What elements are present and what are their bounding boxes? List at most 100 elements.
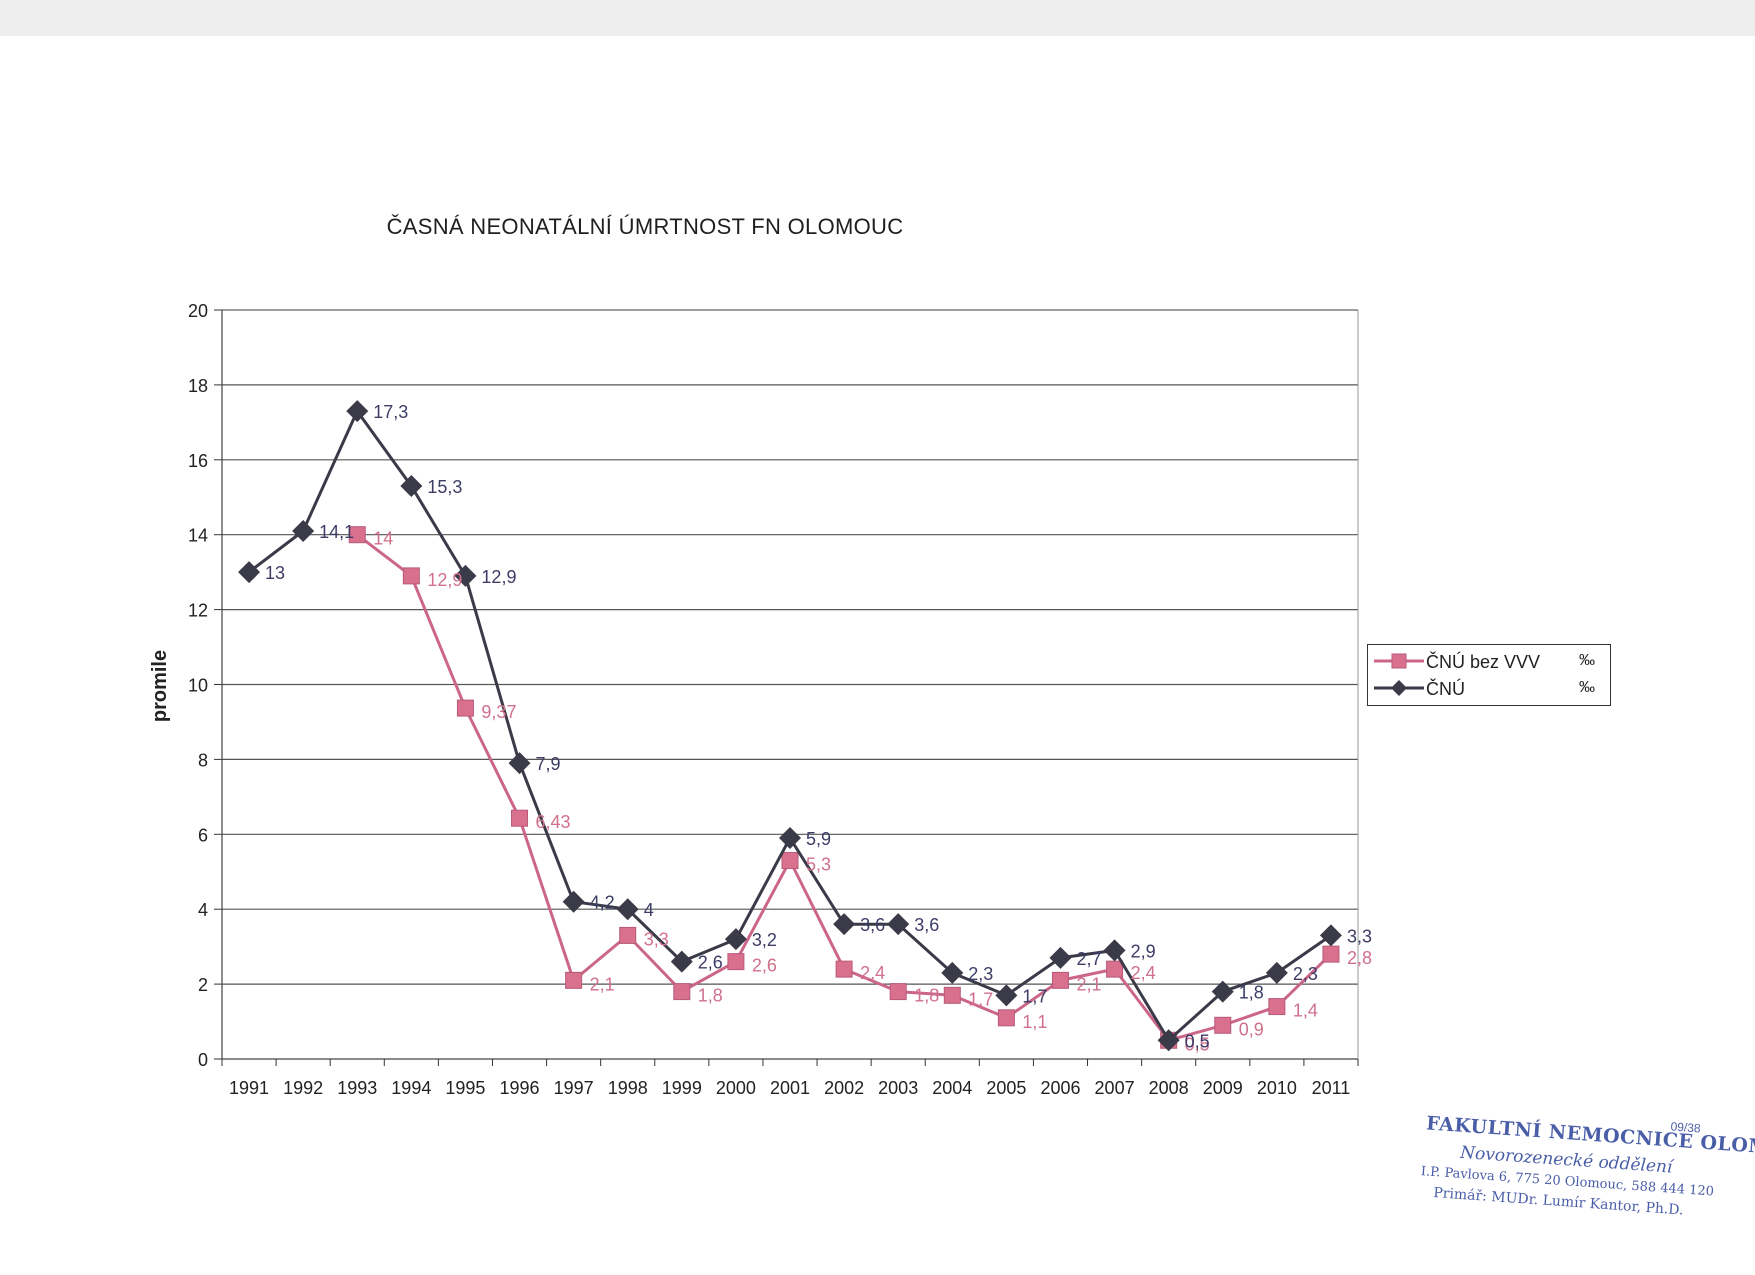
- data-point-diamond: [400, 475, 423, 498]
- series-group: [238, 400, 1342, 1052]
- data-point-diamond: [887, 913, 910, 936]
- data-label: 0,9: [1239, 1019, 1264, 1039]
- data-label: 3,6: [914, 915, 939, 935]
- data-label: 1,4: [1293, 1001, 1318, 1021]
- data-label: 2,4: [1131, 963, 1156, 983]
- data-label: 13: [265, 563, 285, 583]
- y-tick-labels: 0 2 4 6 8 10 12 14 16 18 20: [188, 301, 208, 1070]
- data-point-diamond: [670, 950, 693, 973]
- x-tick-label: 2010: [1257, 1078, 1297, 1098]
- data-label: 1,1: [1022, 1012, 1047, 1032]
- hospital-stamp: 09/38 FAKULTNÍ NEMOCNICE OLOMOUC Novoroz…: [1413, 1098, 1755, 1249]
- data-point-diamond: [779, 827, 801, 850]
- data-point-diamond: [508, 752, 531, 775]
- data-label: 2,1: [590, 974, 615, 994]
- data-label: 4: [644, 900, 654, 920]
- data-label: 2,6: [698, 953, 723, 973]
- data-point-square: [889, 983, 907, 1001]
- data-point-square: [348, 526, 366, 544]
- data-point-square: [673, 983, 691, 1001]
- data-label: 6,43: [536, 812, 571, 832]
- data-label: 12,9: [481, 567, 516, 587]
- data-label: 1,8: [698, 986, 723, 1006]
- x-tick-label: 2000: [716, 1078, 756, 1098]
- data-label: 9,37: [481, 702, 516, 722]
- legend-label: ČNÚ bez VVV: [1426, 652, 1541, 672]
- data-label: 15,3: [427, 477, 462, 497]
- data-point-square: [619, 926, 637, 944]
- x-tick-label: 1999: [662, 1078, 702, 1098]
- data-point-square: [997, 1009, 1015, 1027]
- data-label: 5,9: [806, 829, 831, 849]
- data-label: 14: [373, 529, 393, 549]
- x-tick-label: 1994: [391, 1078, 431, 1098]
- data-point-diamond: [1265, 961, 1288, 984]
- data-point-square: [781, 852, 799, 870]
- data-label: 1,7: [968, 989, 993, 1009]
- data-label: 3,6: [860, 915, 885, 935]
- legend-label: ČNÚ: [1426, 679, 1465, 699]
- data-point-square: [1051, 971, 1069, 989]
- data-point-square: [727, 953, 745, 971]
- data-point-square: [511, 809, 529, 827]
- x-tick-label: 2004: [932, 1078, 972, 1098]
- x-tick-label: 2001: [770, 1078, 810, 1098]
- data-point-diamond: [1157, 1029, 1180, 1052]
- y-tick-label: 18: [188, 376, 208, 396]
- y-axis-label: promile: [149, 650, 171, 722]
- data-label: 2,6: [752, 956, 777, 976]
- data-point-square: [943, 986, 961, 1004]
- x-tick-label: 2003: [878, 1078, 918, 1098]
- data-label: 12,9: [427, 570, 462, 590]
- y-tick-label: 8: [198, 750, 208, 770]
- legend-item-1: ČNÚ ‰: [1368, 676, 1610, 702]
- x-tick-labels: 1991 1992 1993 1994 1995 1996 1997 1998 1999 2000…: [229, 1078, 1350, 1098]
- data-label: 3,2: [752, 930, 777, 950]
- legend-unit: ‰: [1579, 679, 1595, 696]
- data-label: 1,7: [1022, 986, 1047, 1006]
- data-point-diamond: [1103, 939, 1126, 962]
- x-tick-label: 1993: [337, 1078, 377, 1098]
- legend-item-0: ČNÚ bez VVV ‰: [1368, 649, 1610, 675]
- data-point-diamond: [562, 890, 585, 913]
- data-label: 5,3: [806, 855, 831, 875]
- data-label: 3,3: [1347, 926, 1372, 946]
- y-tick-label: 16: [188, 451, 208, 471]
- data-label: 2,1: [1076, 974, 1101, 994]
- data-label: 14,1: [319, 522, 354, 542]
- data-labels: 14 12,9 9,37 6,43 2,1 3,3 1,8 2,6 5,3 2,4 1,8 1,7 1,…: [265, 402, 1372, 1054]
- x-tick-label: 2011: [1312, 1078, 1351, 1098]
- data-point-square: [1106, 960, 1124, 978]
- data-point-diamond: [346, 400, 369, 423]
- data-label: 0,5: [1185, 1034, 1210, 1054]
- data-point-square: [835, 960, 853, 978]
- data-label: 7,9: [536, 754, 561, 774]
- x-tick-label: 2005: [986, 1078, 1026, 1098]
- x-tick-label: 1991: [229, 1078, 269, 1098]
- data-point-diamond: [833, 913, 856, 936]
- x-tick-label: 1997: [554, 1078, 594, 1098]
- y-tick-label: 2: [198, 975, 208, 995]
- data-point-square: [565, 971, 583, 989]
- series-line: [248, 409, 1332, 1042]
- data-label: 3,3: [644, 929, 669, 949]
- data-point-diamond: [941, 961, 964, 984]
- data-point-diamond: [454, 564, 477, 587]
- data-point-square: [1322, 945, 1340, 963]
- data-label: 4,2: [590, 893, 615, 913]
- data-point-diamond: [292, 519, 315, 542]
- y-tick-label: 14: [188, 526, 208, 546]
- chart-title: ČASNÁ NEONATÁLNÍ ÚMRTNOST FN OLOMOUC: [386, 214, 904, 239]
- data-point-diamond: [238, 561, 261, 584]
- data-point-diamond: [995, 984, 1018, 1007]
- x-tick-label: 1996: [500, 1078, 540, 1098]
- y-tick-label: 20: [188, 301, 208, 321]
- data-label: 2,3: [1293, 964, 1318, 984]
- data-point-square: [1214, 1016, 1232, 1034]
- data-point-square: [402, 567, 420, 585]
- data-label: 17,3: [373, 402, 408, 422]
- x-tick-label: 2006: [1040, 1078, 1080, 1098]
- data-label: 2,3: [968, 964, 993, 984]
- data-label: 1,8: [914, 986, 939, 1006]
